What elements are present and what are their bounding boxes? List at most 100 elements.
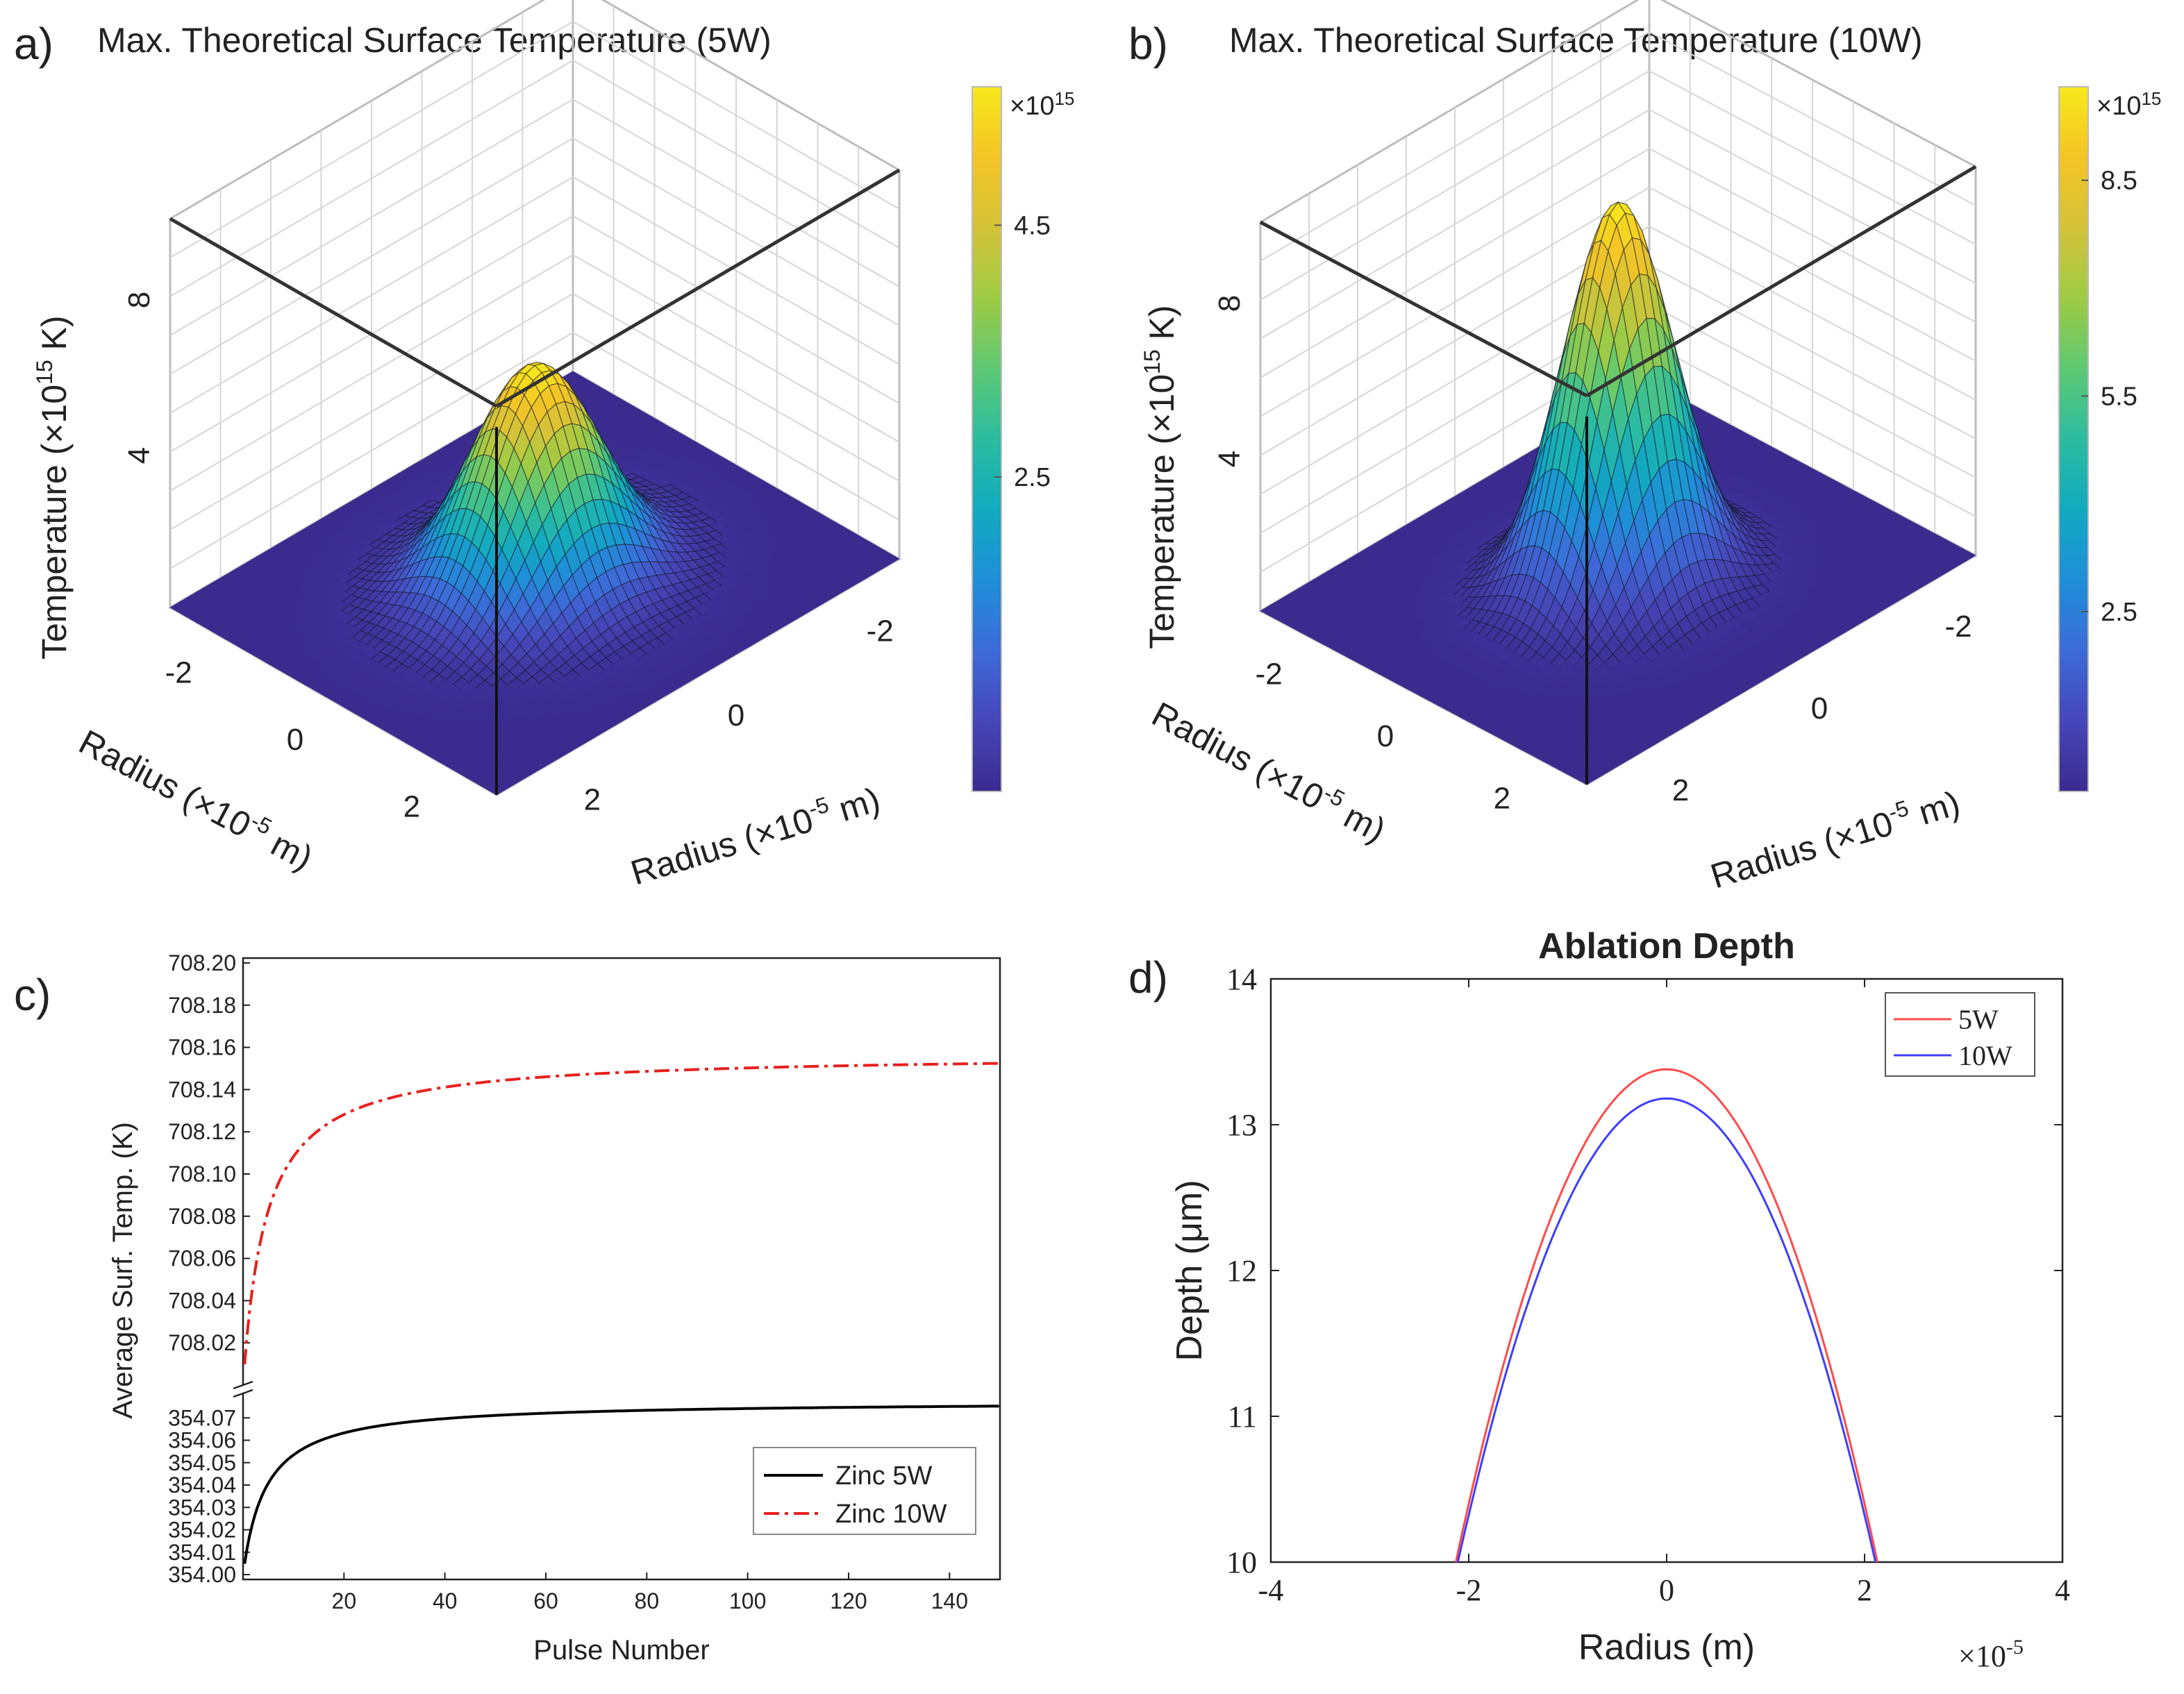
panel-d-lines — [1455, 1068, 1878, 1563]
colorbar-tick-label: 4.5 — [1014, 211, 1051, 240]
grid-z-line — [169, 20, 900, 258]
y-tick-label: 354.01 — [168, 1540, 236, 1565]
panel-a-z-label: Temperature (×1015 K) — [32, 315, 74, 660]
grid-z-line — [169, 292, 900, 530]
x-tick-label: 140 — [931, 1588, 968, 1613]
y-tick-label: -2 — [1944, 610, 1972, 644]
panel-a-title: Max. Theoretical Surface Temperature (5W… — [97, 21, 772, 60]
y-tick-label: 13 — [1226, 1108, 1257, 1142]
y-tick-label: 2 — [1672, 773, 1689, 807]
y-tick-label: 354.06 — [168, 1428, 236, 1453]
panel-c-ticks: 708.02 708.04 708.06 708.08 708.10 708.12 708.… — [168, 950, 968, 1613]
grid-z-line — [1260, 69, 1976, 301]
y-tick-label: 0 — [1811, 691, 1828, 726]
series-10w — [1456, 1097, 1877, 1563]
legend-label: Zinc 5W — [835, 1461, 932, 1491]
panel-d: d) Ablation Depth -4 -2 0 2 4 10 11 12 13 14 Dept… — [1128, 926, 2070, 1673]
legend-box — [1885, 992, 2035, 1077]
y-tick-label: 708.04 — [168, 1288, 236, 1313]
box-edge-left — [1259, 220, 1588, 398]
box-edge-right — [495, 168, 901, 408]
series-zinc-5w — [243, 1404, 999, 1564]
panel-d-x-multiplier: ×10-5 — [1958, 1636, 2024, 1673]
y-tick-label: 708.20 — [168, 950, 236, 975]
y-tick-label: 354.03 — [168, 1495, 236, 1520]
panel-d-letter: d) — [1128, 953, 1168, 1003]
panel-b: b) Max. Theoretical Surface Temperature … — [1128, 0, 2161, 896]
panel-a-grid — [168, 0, 901, 796]
y-tick-label: 708.06 — [168, 1246, 236, 1271]
y-tick-label: 0 — [728, 698, 744, 732]
grid-z-line — [169, 215, 900, 453]
colorbar-gradient — [972, 86, 1002, 792]
y-tick-label: -2 — [867, 614, 894, 648]
series-zinc-10w — [243, 1062, 999, 1365]
axis-break-mark — [233, 1389, 253, 1398]
panel-d-title: Ablation Depth — [1538, 926, 1795, 966]
grid-z-line — [169, 59, 900, 297]
panel-b-surface — [1260, 201, 1976, 785]
y-tick-label: 708.14 — [168, 1077, 236, 1102]
grid-z-line — [1260, 108, 1976, 339]
panel-b-colorbar: 2.5 5.5 8.5 ×1015 — [2058, 86, 2161, 792]
x-tick-label: -2 — [1456, 1573, 1482, 1607]
panel-c-letter: c) — [14, 970, 51, 1020]
x-tick-label: 100 — [729, 1588, 766, 1613]
y-tick-label: 708.12 — [168, 1119, 236, 1144]
panel-c-x-label: Pulse Number — [533, 1635, 709, 1666]
colorbar-tick-label: 5.5 — [2101, 382, 2137, 411]
box-edge-right — [1585, 165, 1977, 398]
y-tick-label: 354.02 — [168, 1518, 236, 1543]
y-tick-label: 354.00 — [168, 1562, 236, 1587]
panel-a-surface — [169, 362, 900, 796]
x-tick-label: 2 — [403, 789, 420, 823]
z-tick-label: 4 — [122, 447, 156, 464]
series-5w — [1455, 1068, 1878, 1563]
panel-c-legend: Zinc 5W Zinc 10W — [753, 1447, 976, 1535]
y-tick-label: 708.18 — [168, 993, 236, 1018]
x-tick-label: 80 — [635, 1588, 660, 1613]
grid-z-line — [169, 137, 900, 375]
grid-z-line — [1260, 31, 1976, 262]
legend-label: 5W — [1958, 1004, 1999, 1035]
y-tick-label: 354.04 — [168, 1473, 236, 1498]
panel-d-x-label: Radius (m) — [1578, 1627, 1755, 1668]
panel-b-letter: b) — [1128, 19, 1168, 69]
panel-b-y-label: Radius (×10-5 m) — [1706, 780, 1965, 896]
x-tick-label: 120 — [830, 1588, 867, 1613]
y-tick-label: 10 — [1226, 1545, 1257, 1579]
panel-b-title: Max. Theoretical Surface Temperature (10… — [1229, 21, 1923, 60]
y-tick-label: 708.16 — [168, 1035, 236, 1060]
panel-c: c) 708.02708.04708.06708.08708.10708.127… — [14, 950, 1001, 1666]
x-tick-label: 2 — [1857, 1573, 1872, 1607]
colorbar-tick-label: 2.5 — [1014, 463, 1051, 492]
z-tick-label: 8 — [1212, 295, 1247, 312]
y-tick-label: 354.05 — [168, 1450, 236, 1475]
panel-c-y-label: Average Surf. Temp. (K) — [108, 1122, 138, 1419]
x-tick-label: 2 — [1494, 781, 1510, 815]
x-tick-label: 0 — [1659, 1573, 1674, 1607]
legend-label: 10W — [1958, 1040, 2012, 1071]
y-tick-label: 708.10 — [168, 1162, 236, 1186]
panel-a-colorbar: 2.5 4.5 ×1015 — [972, 86, 1074, 792]
legend-box — [753, 1447, 976, 1535]
x-tick-label: -2 — [165, 656, 192, 690]
colorbar-gradient — [2058, 86, 2089, 792]
grid-z-line — [169, 98, 900, 336]
grid-z-line — [1260, 186, 1976, 417]
panel-a-letter: a) — [14, 19, 53, 69]
colorbar-tick-label: 8.5 — [2101, 167, 2137, 196]
y-tick-label: 11 — [1228, 1400, 1257, 1434]
axis-break-mark — [233, 1380, 253, 1390]
grid-z-line — [1260, 147, 1976, 378]
x-tick-label: 0 — [287, 723, 303, 757]
panel-a-y-label: Radius (×10-5 m) — [626, 777, 885, 892]
panel-a-ticks: -2 0 2 -2 0 2 4 8 — [122, 292, 894, 824]
z-tick-label: 8 — [122, 292, 156, 308]
panel-c-lines — [243, 1062, 999, 1564]
y-tick-label: 12 — [1226, 1254, 1257, 1288]
x-tick-label: 40 — [433, 1588, 458, 1613]
panel-b-ticks: -2 0 2 -2 0 2 4 8 — [1212, 295, 1972, 816]
grid-z-line — [1260, 225, 1976, 456]
